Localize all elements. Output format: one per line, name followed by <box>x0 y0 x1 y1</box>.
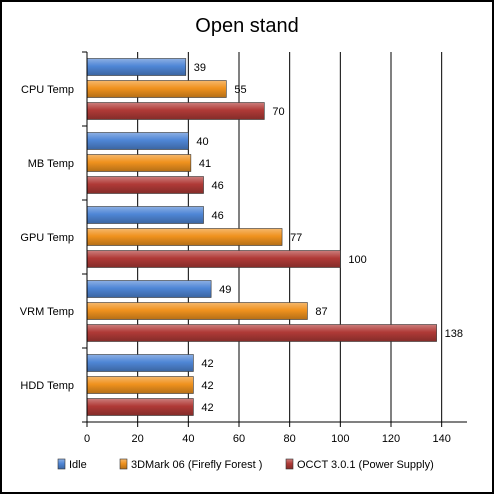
bar <box>86 280 212 298</box>
category-label: CPU Temp <box>21 84 74 96</box>
x-tick-label: 40 <box>182 433 194 445</box>
legend-swatch <box>285 458 294 470</box>
legend: Idle 3DMark 06 (Firefly Forest ) OCCT 3.0.… <box>57 458 434 471</box>
x-tick-label: 0 <box>84 433 90 445</box>
legend-label: 3DMark 06 (Firefly Forest ) <box>131 459 262 471</box>
data-label: 55 <box>234 84 246 96</box>
data-label: 70 <box>272 106 284 118</box>
chart-title: Open stand <box>195 15 298 37</box>
data-label: 42 <box>201 358 213 370</box>
category-label: HDD Temp <box>20 380 74 392</box>
bar <box>86 324 437 342</box>
category-label: GPU Temp <box>20 232 74 244</box>
category-label: MB Temp <box>28 158 74 170</box>
bar <box>86 376 194 394</box>
bar <box>86 228 283 246</box>
bar <box>86 354 194 372</box>
data-label: 39 <box>194 62 206 74</box>
bar <box>86 80 227 98</box>
data-label: 40 <box>196 136 208 148</box>
bar <box>86 176 204 194</box>
data-label: 42 <box>201 402 213 414</box>
data-label: 41 <box>199 158 211 170</box>
legend-swatch <box>57 458 66 470</box>
bar <box>86 250 341 268</box>
data-label: 42 <box>201 380 213 392</box>
bar <box>86 58 187 76</box>
x-tick-label: 80 <box>284 433 296 445</box>
legend-swatch <box>119 458 128 470</box>
bar <box>86 102 265 120</box>
data-label: 46 <box>212 180 224 192</box>
bar <box>86 302 308 320</box>
data-label: 46 <box>212 210 224 222</box>
x-tick-label: 140 <box>432 433 450 445</box>
data-label: 138 <box>445 328 463 340</box>
data-label: 77 <box>290 232 302 244</box>
x-tick-label: 100 <box>331 433 349 445</box>
data-label: 87 <box>315 306 327 318</box>
x-tick-label: 20 <box>132 433 144 445</box>
bar <box>86 154 192 172</box>
legend-label: OCCT 3.0.1 (Power Supply) <box>297 459 434 471</box>
category-label: VRM Temp <box>20 306 74 318</box>
legend-label: Idle <box>69 459 87 471</box>
bar <box>86 398 194 416</box>
data-label: 100 <box>348 254 366 266</box>
bar <box>86 206 204 224</box>
x-tick-label: 60 <box>233 433 245 445</box>
bar <box>86 132 189 150</box>
axes: 0 20 40 60 80 100 120 140 <box>82 51 467 445</box>
data-label: 49 <box>219 284 231 296</box>
x-tick-label: 120 <box>382 433 400 445</box>
